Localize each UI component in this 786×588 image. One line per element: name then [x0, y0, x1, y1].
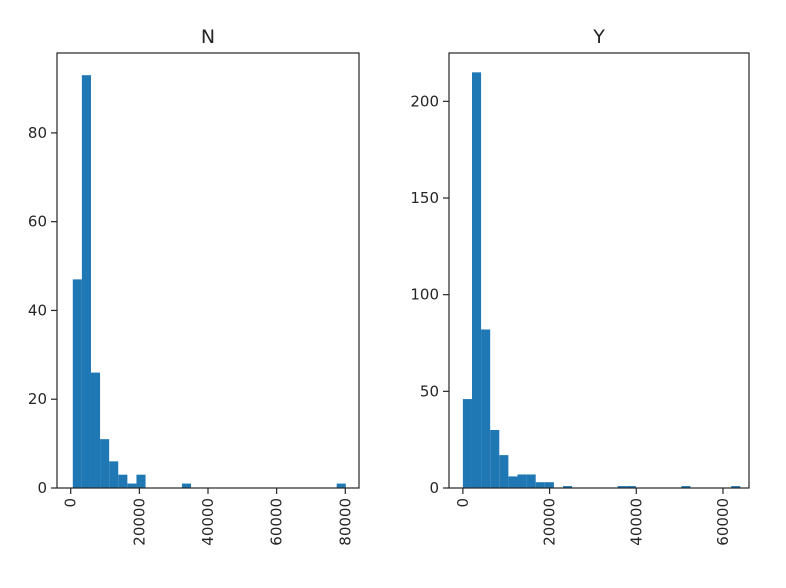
histogram-bar-n-7 [136, 474, 146, 488]
plot-frame-y [448, 52, 750, 489]
histogram-bar-y-7 [526, 474, 536, 488]
histogram-bar-n-5 [118, 474, 128, 488]
chart-title-y: Y [592, 26, 605, 48]
histogram-bar-n-0 [72, 279, 82, 488]
histogram-bar-y-4 [499, 455, 509, 488]
plot-frame-n [56, 52, 360, 489]
x-tick-label: 60000 [714, 498, 732, 546]
y-tick-label: 80 [28, 124, 47, 142]
x-axis-n: 0 20000 40000 60000 80000 [62, 488, 354, 546]
y-tick-label: 60 [28, 213, 47, 231]
bars-y [462, 72, 741, 488]
x-tick-label: 0 [454, 498, 472, 508]
y-tick-label: 150 [410, 189, 439, 207]
bars-n [72, 75, 346, 488]
histogram-bar-y-12 [626, 486, 636, 488]
histogram-bar-n-2 [90, 372, 101, 488]
histogram-bar-y-1 [471, 72, 482, 488]
panel-y: Y 0 20000 40000 60000 0 50 100 150 200 [410, 26, 750, 546]
x-tick-label: 20000 [130, 498, 148, 546]
histogram-bar-y-14 [731, 486, 741, 488]
histogram-bar-n-3 [100, 439, 110, 488]
histogram-bar-n-4 [109, 461, 119, 488]
y-tick-label: 20 [28, 390, 47, 408]
y-tick-label: 200 [410, 92, 439, 110]
histogram-bar-n-9 [336, 483, 346, 488]
histogram-bar-y-11 [617, 486, 627, 488]
histogram-bar-n-6 [127, 483, 137, 488]
y-tick-label: 40 [28, 301, 47, 319]
histogram-bar-y-8 [535, 482, 545, 488]
histogram-bar-y-2 [481, 329, 491, 488]
histogram-bar-y-9 [544, 482, 554, 488]
x-axis-y: 0 20000 40000 60000 [454, 488, 732, 546]
histogram-bar-y-5 [508, 476, 518, 488]
x-tick-label: 40000 [627, 498, 645, 546]
histogram-bar-n-1 [81, 75, 91, 488]
y-axis-y: 0 50 100 150 200 [410, 92, 449, 497]
y-axis-n: 0 20 40 60 80 [28, 124, 57, 497]
x-tick-label: 60000 [268, 498, 286, 546]
x-tick-label: 20000 [541, 498, 559, 546]
histogram-bar-y-13 [681, 486, 691, 488]
y-tick-label: 0 [37, 479, 47, 497]
chart-title-n: N [201, 26, 215, 48]
x-tick-label: 0 [62, 498, 80, 508]
y-tick-label: 50 [420, 382, 439, 400]
y-tick-label: 100 [410, 286, 439, 304]
panel-n: N 0 20000 40000 60000 80000 0 20 40 60 80 [28, 26, 360, 546]
histogram-bar-y-3 [490, 430, 500, 488]
x-tick-label: 80000 [336, 498, 354, 546]
x-tick-label: 40000 [199, 498, 217, 546]
histogram-bar-y-6 [517, 474, 527, 488]
histogram-bar-y-10 [563, 486, 573, 488]
y-tick-label: 0 [429, 479, 439, 497]
histogram-bar-y-0 [462, 399, 472, 488]
histogram-bar-n-8 [181, 483, 192, 488]
